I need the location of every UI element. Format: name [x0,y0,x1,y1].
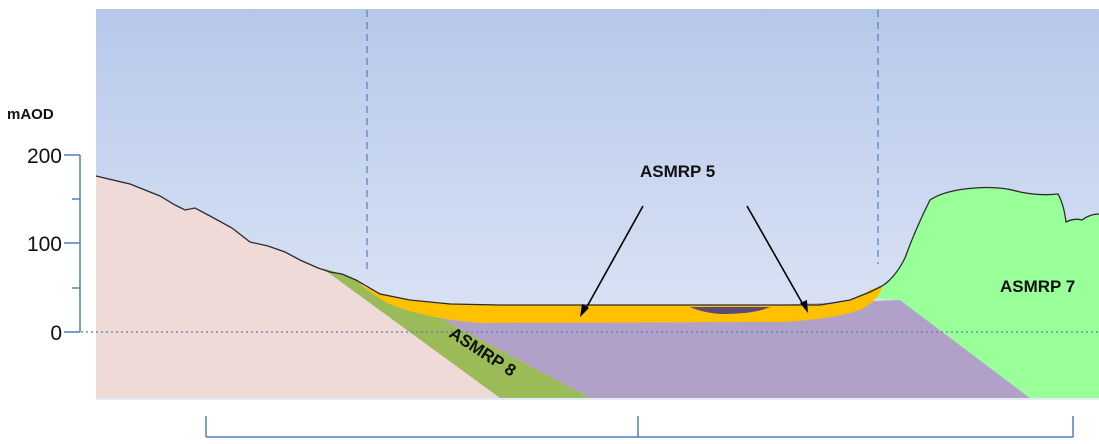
tick-label-0: 0 [50,322,62,345]
asmrp7-label: ASMRP 7 [1000,277,1075,296]
alluvium-layer [356,282,882,323]
axis-unit-label: mAOD [7,106,54,123]
purple-layer [440,300,1030,398]
right-hill [862,187,1099,398]
tick-label-100: 100 [27,233,62,256]
asmrp5-arrow-left [583,205,644,313]
left-bedrock [96,176,500,398]
channel-deposit [690,307,770,314]
asmrp5-label: ASMRP 5 [640,162,715,181]
ground-surface-line [95,175,1099,306]
asmrp5-arrowhead-left [580,304,589,317]
asmrp5-arrow-right [746,205,806,309]
tick-label-200: 200 [27,145,62,168]
asmrp5-arrowhead-right [800,300,808,313]
